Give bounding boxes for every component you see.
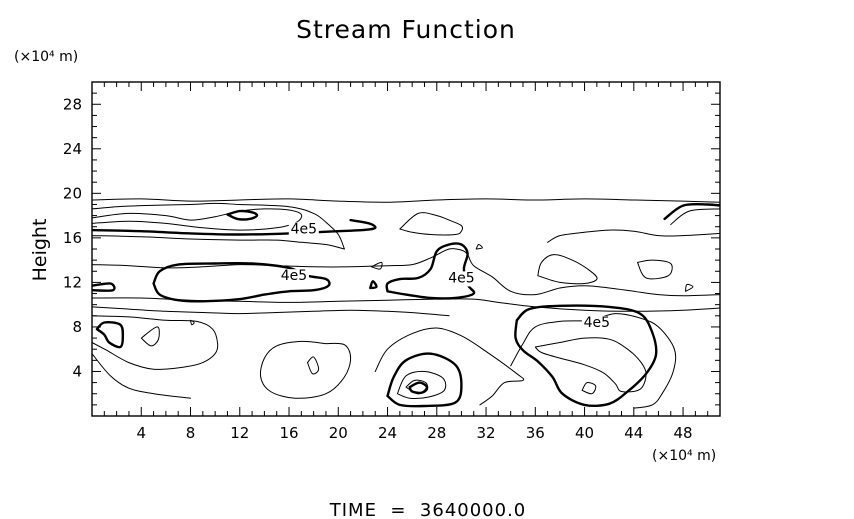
contour-line-thick xyxy=(92,218,377,236)
contour-label-text: 4e5 xyxy=(584,315,610,331)
contour-lines xyxy=(92,198,720,409)
y-tick-label: 12 xyxy=(63,273,82,291)
x-tick-label: 48 xyxy=(674,424,693,442)
contour-line-thick xyxy=(369,280,378,290)
x-tick-label: 32 xyxy=(476,424,495,442)
contour-line-thin xyxy=(685,283,694,292)
y-tick-label: 24 xyxy=(63,140,82,158)
time-footer: TIME = 3640000.0 xyxy=(329,500,527,519)
y-tick-label: 28 xyxy=(63,95,82,113)
contour-line-thick xyxy=(408,381,429,395)
contour-line-thin xyxy=(475,244,483,250)
y-tick-label: 20 xyxy=(63,184,82,202)
chart-title: Stream Function xyxy=(296,15,516,44)
contour-labels: 4e5 4e5 4e5 4e5 xyxy=(278,221,612,331)
y-tick-label: 4 xyxy=(72,362,82,380)
contour-line-thin xyxy=(92,198,720,203)
contour-line-thin xyxy=(371,261,383,270)
contour-label-text: 4e5 xyxy=(291,221,317,237)
contour-label-text: 4e5 xyxy=(448,270,474,286)
contour-line-thin xyxy=(140,326,160,347)
contour-line-thick xyxy=(152,261,331,303)
x-tick-label: 4 xyxy=(136,424,146,442)
x-tick-label: 16 xyxy=(279,424,298,442)
y-tick-label: 16 xyxy=(63,229,82,247)
y-axis-label: Height xyxy=(29,219,51,282)
contour-line-thin xyxy=(307,356,320,375)
contour-line-thick xyxy=(92,282,116,292)
contour-line-thin xyxy=(581,381,597,395)
contour-line-thick xyxy=(386,352,463,408)
x-tick-label: 44 xyxy=(624,424,643,442)
contour-line-thin xyxy=(637,259,673,280)
contour-line-thick xyxy=(385,242,476,300)
plot-border xyxy=(91,81,721,417)
x-tick-label: 28 xyxy=(427,424,446,442)
contour-line-thin xyxy=(374,327,525,406)
contour-line-thin xyxy=(259,340,352,399)
contour-line-thin xyxy=(92,235,345,250)
x-tick-label: 12 xyxy=(230,424,249,442)
contour-line-thin xyxy=(534,337,647,393)
contour-line-thin xyxy=(510,313,677,409)
contour-line-thick xyxy=(226,209,259,221)
contour-line-thin xyxy=(92,247,720,297)
y-axis-unit: (×10⁴ m) xyxy=(14,49,78,65)
contour-line-thin xyxy=(92,208,303,231)
contour-line-thin xyxy=(537,254,598,285)
contour-line-thin xyxy=(92,315,219,370)
x-tick-label: 40 xyxy=(575,424,594,442)
contour-label: 4e5 xyxy=(288,221,319,238)
x-tick-label: 36 xyxy=(526,424,545,442)
x-axis-unit: (×10⁴ m) xyxy=(652,448,716,464)
contour-line-thin xyxy=(547,229,720,243)
contour-line-thick xyxy=(95,320,125,349)
y-tick-label: 8 xyxy=(72,318,82,336)
contour-line-thin xyxy=(92,353,191,399)
contour-label: 4e5 xyxy=(278,268,309,285)
contour-line-thin xyxy=(399,212,464,236)
contour-line-thin xyxy=(670,208,720,225)
contour-line-thin xyxy=(92,306,450,317)
x-tick-label: 8 xyxy=(186,424,196,442)
contour-label-text: 4e5 xyxy=(281,268,307,284)
x-tick-label: 20 xyxy=(329,424,348,442)
contour-label: 4e5 xyxy=(581,315,612,331)
contour-line-thin xyxy=(190,319,195,326)
contour-line-thin xyxy=(396,370,447,399)
contour-line-thin xyxy=(92,202,345,250)
contour-line-thick xyxy=(514,304,658,408)
x-tick-label: 24 xyxy=(378,424,397,442)
contour-label: 4e5 xyxy=(446,270,477,287)
contour-line-thick xyxy=(663,202,720,221)
